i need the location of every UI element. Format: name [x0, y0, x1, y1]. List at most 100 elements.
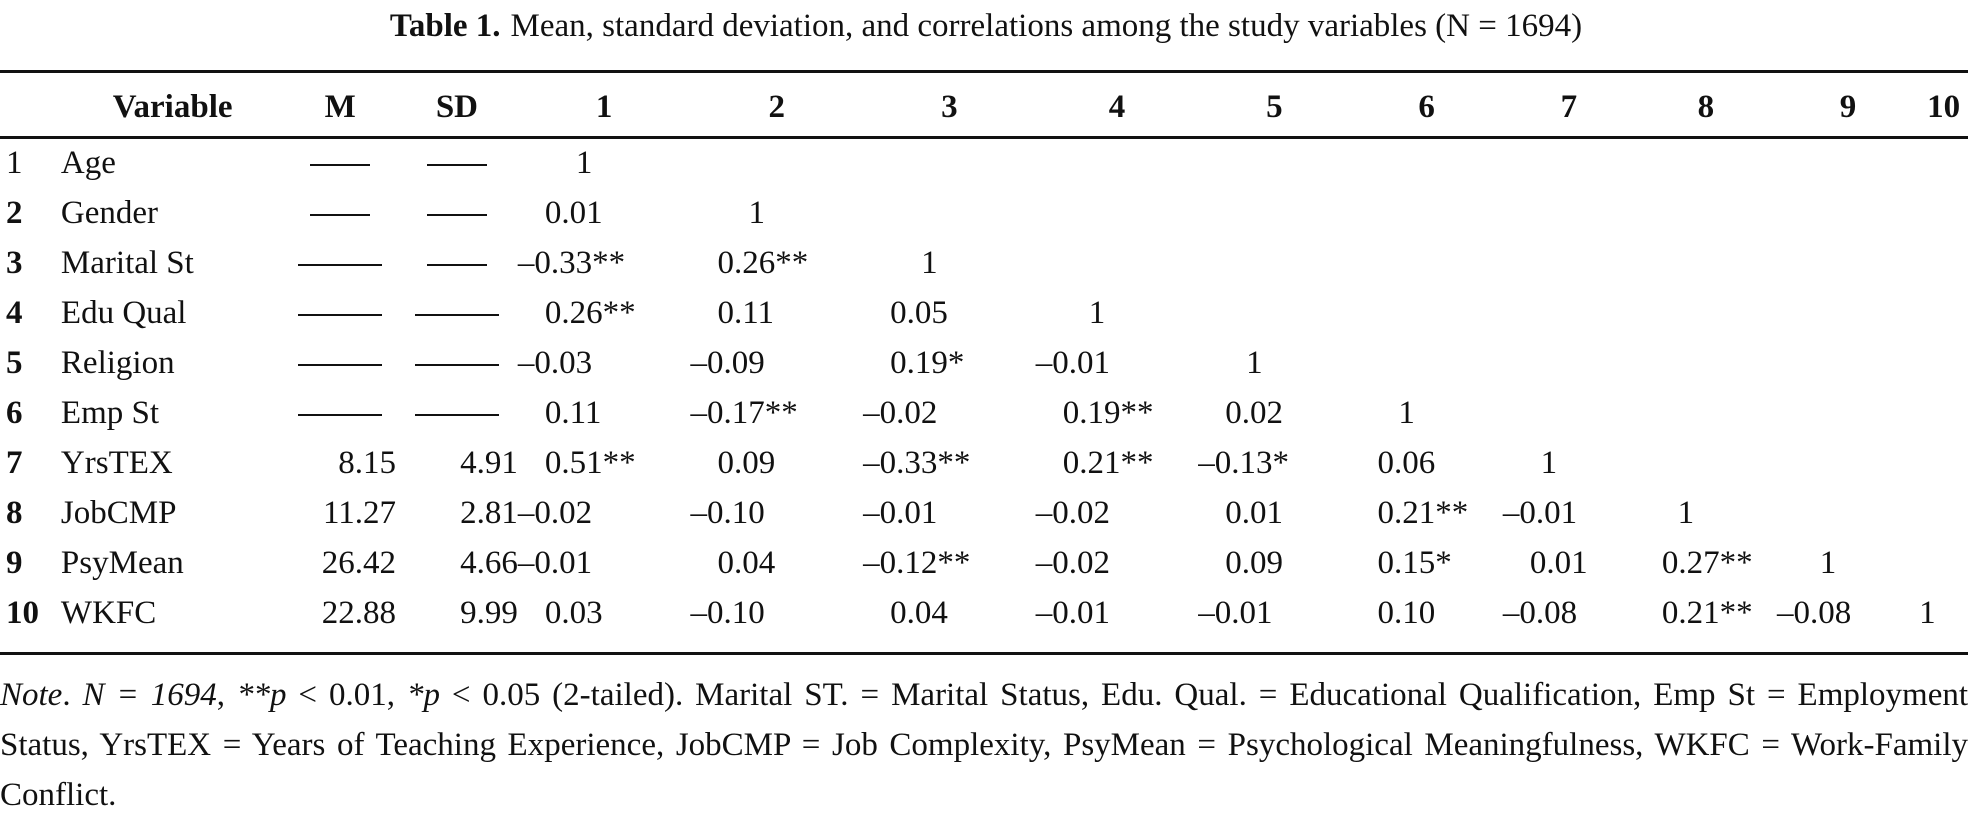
correlation-cell [1919, 438, 1968, 488]
correlation-cell [1351, 338, 1503, 388]
correlation-cell: –0.02 [517, 495, 593, 531]
sd-value [396, 132, 518, 188]
correlation-cell [1503, 338, 1635, 388]
correlation-cell: –0.08 [1776, 595, 1852, 631]
correlation-cell: 0.03 [544, 595, 603, 631]
correlation-cell: 1 [1819, 545, 1837, 581]
correlation-cell [1777, 132, 1919, 188]
correlation-cell: 0.15* [1377, 545, 1452, 581]
correlation-cell [1777, 438, 1919, 488]
mean-value [284, 188, 396, 238]
correlation-cell: –0.17** [690, 395, 798, 431]
header-8: 8 [1697, 88, 1715, 125]
correlation-cell [1198, 132, 1350, 188]
table-row: 1 Age 1 [0, 132, 1968, 188]
table-body: 1 Age 1 2 Gender 0.01 1 3 Marital St –0.33** 0.26*… [0, 132, 1968, 638]
correlation-cell [1777, 188, 1919, 238]
correlation-cell: 0.06 [1377, 445, 1436, 481]
variable-name: WKFC [60, 595, 157, 631]
header-2: 2 [768, 88, 786, 125]
row-number: 5 [6, 345, 23, 381]
variable-name: Gender [60, 195, 159, 231]
correlation-cell [1635, 188, 1777, 238]
note-sig-05: *p [406, 677, 440, 713]
table-row: 7 YrsTEX 8.15 4.91 0.51** 0.09 –0.33** 0.21** –0… [0, 438, 1968, 488]
correlation-cell [1036, 238, 1198, 288]
header-m: M [324, 88, 356, 125]
row-number: 4 [6, 295, 23, 331]
correlation-cell [1777, 388, 1919, 438]
correlation-cell [1919, 338, 1968, 388]
correlation-cell: 0.01 [1529, 545, 1588, 581]
correlation-cell: –0.01 [863, 495, 938, 531]
correlation-cell [1635, 438, 1777, 488]
not-applicable-dash [426, 214, 487, 217]
correlation-cell: –0.01 [1035, 345, 1110, 381]
not-applicable-dash [414, 414, 499, 417]
correlation-cell: 0.01 [544, 195, 603, 231]
correlation-cell: 0.04 [717, 545, 776, 581]
correlation-cell [1351, 288, 1503, 338]
correlation-cell: 0.05 [890, 295, 948, 331]
correlation-cell: 1 [1246, 345, 1263, 381]
mean-value [284, 338, 396, 388]
not-applicable-dash [426, 264, 487, 267]
note-label: Note [0, 677, 63, 713]
table-row: 5 Religion –0.03 –0.09 0.19* –0.01 1 [0, 338, 1968, 388]
not-applicable-dash [298, 314, 383, 317]
correlation-cell [1198, 288, 1350, 338]
bottom-rule [0, 652, 1968, 655]
correlation-cell: 0.21** [1661, 595, 1753, 631]
correlation-cell: 0.11 [544, 395, 602, 431]
correlation-cell: 0.26** [544, 295, 636, 331]
table-row: 10 WKFC 22.88 9.99 0.03 –0.10 0.04 –0.01 –0.01 0.… [0, 588, 1968, 638]
mean-value [284, 132, 396, 188]
correlation-cell: 0.10 [1377, 595, 1436, 631]
table-row: 9 PsyMean 26.42 4.66 –0.01 0.04 –0.12** –0.02 0.… [0, 538, 1968, 588]
note-sig-01: **p [236, 677, 287, 713]
variable-name: Age [60, 145, 116, 181]
correlation-cell: –0.02 [1035, 495, 1110, 531]
mean-value [284, 238, 396, 288]
mean-value: 8.15 [338, 445, 396, 481]
mean-value [284, 288, 396, 338]
correlation-cell [1777, 338, 1919, 388]
correlation-cell [1351, 238, 1503, 288]
variable-name: Marital St [60, 245, 194, 281]
correlation-cell [1198, 188, 1350, 238]
correlation-cell [1919, 132, 1968, 188]
sd-value: 4.66 [460, 545, 518, 581]
correlation-cell: 0.21** [1377, 495, 1469, 531]
correlation-cell: 1 [1540, 445, 1558, 481]
header-index [0, 82, 61, 132]
not-applicable-dash [426, 164, 487, 167]
not-applicable-dash [298, 414, 383, 417]
correlation-cell [863, 132, 1036, 188]
correlation-cell [1635, 238, 1777, 288]
sd-value [396, 338, 518, 388]
correlation-cell [1919, 188, 1968, 238]
mean-value [284, 388, 396, 438]
correlation-cell: –0.01 [1035, 595, 1110, 631]
correlation-cell: –0.10 [690, 495, 765, 531]
mean-value: 22.88 [321, 595, 396, 631]
correlation-cell: –0.03 [517, 345, 593, 381]
row-number: 1 [6, 145, 23, 181]
sd-value: 2.81 [460, 495, 518, 531]
correlation-cell: –0.01 [1502, 495, 1578, 531]
correlation-cell [1919, 238, 1968, 288]
not-applicable-dash [414, 314, 499, 317]
correlation-cell [1919, 288, 1968, 338]
correlation-cell [1919, 538, 1968, 588]
table-caption: Table 1. Mean, standard deviation, and co… [0, 6, 1972, 46]
correlation-cell [690, 132, 863, 188]
header-5: 5 [1266, 88, 1283, 125]
correlation-cell: 1 [1398, 395, 1415, 431]
correlation-cell: 0.19** [1062, 395, 1154, 431]
correlation-cell: –0.08 [1502, 595, 1578, 631]
row-number: 9 [6, 545, 23, 581]
correlation-cell [1503, 238, 1635, 288]
correlation-cell [1635, 288, 1777, 338]
correlation-cell [1198, 238, 1350, 288]
correlation-cell: 0.26** [717, 245, 809, 281]
